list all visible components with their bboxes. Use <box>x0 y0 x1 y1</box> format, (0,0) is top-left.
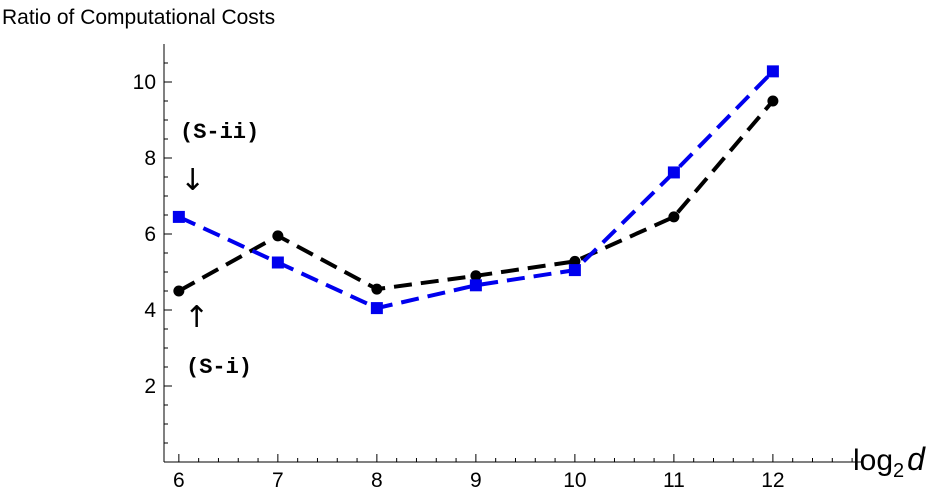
data-point <box>469 279 482 292</box>
series-s-ii <box>172 65 779 315</box>
annotation-s-i-label: (S-i) <box>186 355 252 380</box>
y-tick-label: 8 <box>144 147 156 170</box>
y-ticks: 2 4 6 8 10 <box>133 62 172 444</box>
data-point <box>371 283 383 295</box>
arrow-down-icon: ↓ <box>180 163 205 198</box>
x-tick-label: 11 <box>663 469 685 492</box>
x-tick-label: 9 <box>470 469 482 492</box>
x-axis-label: log2d <box>853 441 926 482</box>
x-tick-label: 10 <box>563 469 586 492</box>
data-point <box>766 65 779 78</box>
annotation-s-i: ↑ (S-i) <box>184 300 252 380</box>
series-s-i <box>173 95 779 297</box>
y-tick-label: 10 <box>133 71 156 94</box>
data-point <box>272 230 284 242</box>
x-tick-label: 8 <box>371 469 383 492</box>
annotation-s-ii: (S-ii) ↓ <box>180 120 259 198</box>
axes: 6 7 8 9 10 11 12 2 4 6 8 10 <box>133 44 862 492</box>
x-tick-label: 12 <box>761 469 784 492</box>
data-point <box>173 285 185 297</box>
annotation-s-ii-label: (S-ii) <box>180 120 259 145</box>
series-line <box>177 99 775 293</box>
data-point <box>767 95 779 107</box>
data-point <box>271 256 284 269</box>
y-tick-label: 4 <box>144 299 156 322</box>
arrow-up-icon: ↑ <box>184 300 209 335</box>
data-point <box>667 166 680 179</box>
x-tick-label: 6 <box>173 469 185 492</box>
data-point <box>668 211 680 223</box>
y-tick-label: 2 <box>144 375 156 398</box>
x-tick-label: 7 <box>272 469 284 492</box>
data-point <box>568 264 581 277</box>
data-point <box>470 270 482 282</box>
data-point <box>172 210 185 223</box>
chart-title: Ratio of Computational Costs <box>2 6 275 29</box>
x-ticks: 6 7 8 9 10 11 12 <box>173 454 853 492</box>
y-tick-label: 6 <box>144 223 156 246</box>
x-axis-label-base: log <box>853 444 893 477</box>
x-axis-label-variable: d <box>907 441 926 477</box>
data-point <box>370 302 383 315</box>
x-axis-label-subscript: 2 <box>893 460 904 482</box>
series-layer <box>172 65 779 315</box>
